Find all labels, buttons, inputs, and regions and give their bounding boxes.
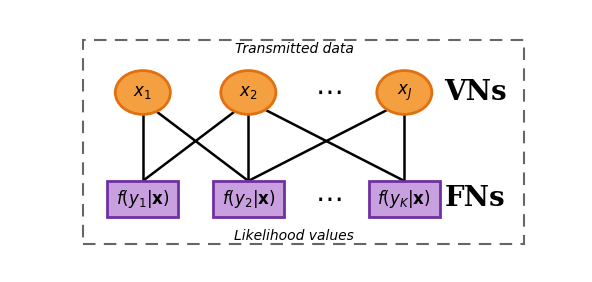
Text: $x_J$: $x_J$ [397,82,412,103]
FancyBboxPatch shape [369,181,440,217]
Text: FNs: FNs [445,185,506,212]
Text: $f(y_2|\mathbf{x})$: $f(y_2|\mathbf{x})$ [221,188,275,210]
Text: $\cdots$: $\cdots$ [316,78,342,107]
Text: Likelihood values: Likelihood values [234,229,354,243]
FancyBboxPatch shape [213,181,284,217]
Text: Transmitted data: Transmitted data [235,42,353,56]
Text: $f(y_K|\mathbf{x})$: $f(y_K|\mathbf{x})$ [378,188,431,210]
Ellipse shape [115,70,170,114]
Ellipse shape [221,70,276,114]
Text: $f(y_1|\mathbf{x})$: $f(y_1|\mathbf{x})$ [116,188,169,210]
FancyBboxPatch shape [107,181,178,217]
Text: $x_1$: $x_1$ [133,84,152,101]
Text: $\cdots$: $\cdots$ [316,185,342,213]
Ellipse shape [377,70,432,114]
Text: VNs: VNs [444,79,507,106]
Text: $x_2$: $x_2$ [239,84,258,101]
